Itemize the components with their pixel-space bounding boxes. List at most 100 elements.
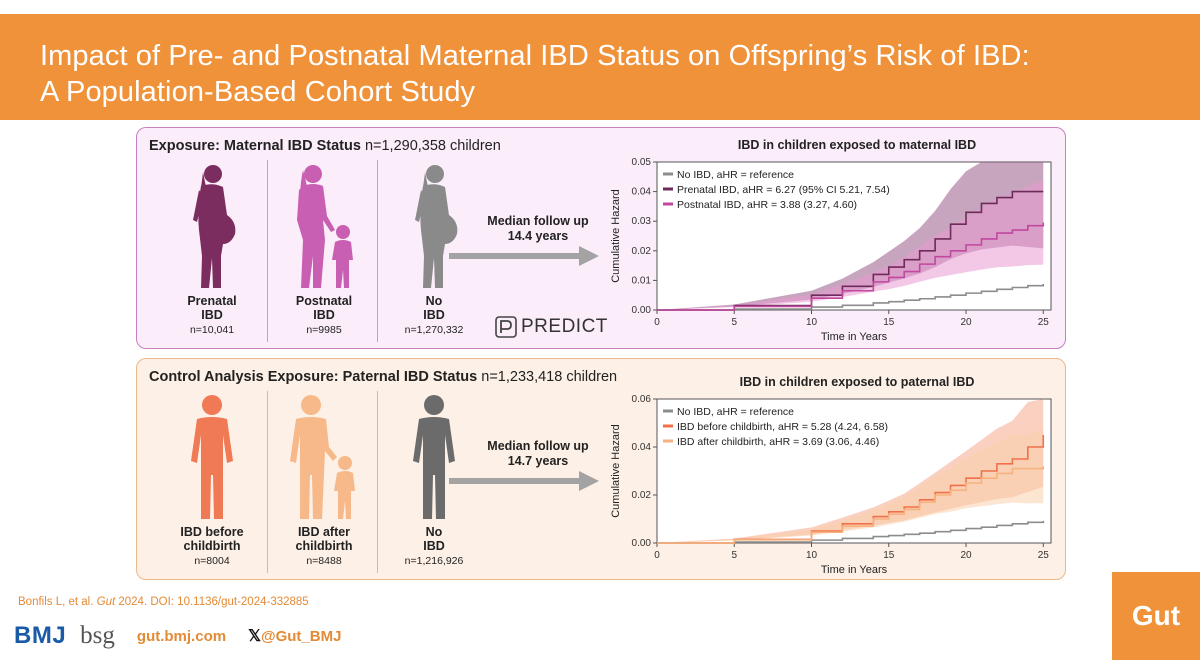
divider xyxy=(377,160,378,342)
prenatal-label-1: Prenatal xyxy=(187,294,237,308)
series-0-line xyxy=(657,283,1045,311)
y-tick-label: 0.02 xyxy=(632,246,652,257)
predict-logo-text: PREDICT xyxy=(521,316,608,337)
series-1-line xyxy=(657,190,1044,311)
no-ibd-p-label-1: No xyxy=(425,525,443,539)
prenatal-count: n=10,041 xyxy=(189,324,235,336)
citation-doi: 2024. DOI: 10.1136/gut-2024-332885 xyxy=(115,596,309,608)
postnatal-label-1: Postnatal xyxy=(295,294,353,308)
divider xyxy=(267,391,268,573)
no-ibd-label-2: IBD xyxy=(423,308,445,322)
bsg-logo: bsg xyxy=(80,622,115,649)
y-tick-label: 0.04 xyxy=(632,187,652,198)
y-tick-label: 0.05 xyxy=(632,157,652,168)
divider xyxy=(377,391,378,573)
gut-logo-text: Gut xyxy=(1131,600,1181,631)
citation-journal: Gut xyxy=(96,596,116,608)
maternal-exposure-label: Exposure: Maternal IBD Status xyxy=(149,138,361,154)
y-tick-label: 0.00 xyxy=(632,305,652,316)
no-ibd-paternal-group: No IBD n=1,216,926 xyxy=(379,391,489,576)
no-ibd-count: n=1,270,332 xyxy=(404,324,464,336)
website-link[interactable]: gut.bmj.com xyxy=(136,627,227,645)
ibd-after-childbirth-group: IBD after childbirth n=8488 xyxy=(269,391,379,576)
y-tick-label: 0.01 xyxy=(632,275,652,286)
legend-entry: No IBD, aHR = reference xyxy=(677,169,794,181)
bmj-logo: BMJ xyxy=(14,622,67,649)
maternal-exposure-title: Exposure: Maternal IBD Status n=1,290,35… xyxy=(149,138,501,154)
prenatal-label-2: IBD xyxy=(201,308,223,322)
y-tick-label: 0.06 xyxy=(632,394,652,405)
postnatal-ibd-group: Postnatal IBD n=9985 xyxy=(269,160,379,345)
x-tick-label: 20 xyxy=(960,317,972,328)
y-tick-label: 0.04 xyxy=(632,442,652,453)
father-child-icon xyxy=(290,395,355,519)
legend-entry: Postnatal IBD, aHR = 3.88 (3.27, 4.60) xyxy=(677,199,857,211)
after-label-1: IBD after xyxy=(297,525,351,539)
y-tick-label: 0.02 xyxy=(632,490,652,501)
legend-entry: Prenatal IBD, aHR = 6.27 (95% CI 5.21, 7… xyxy=(677,184,890,196)
x-tick-label: 0 xyxy=(654,317,660,328)
x-handle[interactable]: 𝕏@Gut_BMJ xyxy=(248,626,341,646)
y-tick-label: 0.03 xyxy=(632,216,652,227)
legend-entry: No IBD, aHR = reference xyxy=(677,406,794,418)
x-tick-label: 15 xyxy=(883,317,895,328)
x-tick-label: 20 xyxy=(960,550,972,561)
pregnant-woman-grey-icon xyxy=(415,165,458,288)
man-grey-icon xyxy=(413,395,455,519)
maternal-hazard-chart: 0.00 0.01 0.02 0.03 0.04 0.05 0 5 10 15 20 25 Time i… xyxy=(610,157,1052,343)
arrow-right-icon xyxy=(449,471,599,491)
postnatal-count: n=9985 xyxy=(306,324,342,336)
man-icon xyxy=(191,395,233,519)
y-tick-label: 0.00 xyxy=(632,538,652,549)
x-tick-label: 25 xyxy=(1038,550,1050,561)
no-ibd-maternal-group: No IBD n=1,270,332 xyxy=(379,160,489,345)
prenatal-ibd-group: Prenatal IBD n=10,041 xyxy=(157,160,267,345)
no-ibd-p-label-2: IBD xyxy=(423,539,445,553)
x-tick-label: 25 xyxy=(1038,317,1050,328)
y-axis-label: Cumulative Hazard xyxy=(610,424,622,518)
title-line-2: A Population-Based Cohort Study xyxy=(40,76,476,108)
x-tick-label: 15 xyxy=(883,550,895,561)
gut-logo: Gut xyxy=(1112,572,1200,660)
after-label-2: childbirth xyxy=(295,539,353,553)
after-count: n=8488 xyxy=(306,555,342,567)
paternal-exposure-n: n=1,233,418 children xyxy=(481,369,618,385)
maternal-panel: Exposure: Maternal IBD Status n=1,290,35… xyxy=(136,127,1066,349)
paternal-exposure-label: Control Analysis Exposure: Paternal IBD … xyxy=(149,369,478,385)
x-tick-label: 10 xyxy=(806,550,818,561)
maternal-follow-up: Median follow up 14.4 years xyxy=(487,214,589,243)
ibd-before-childbirth-group: IBD before childbirth n=8004 xyxy=(157,391,267,576)
x-tick-label: 10 xyxy=(806,317,818,328)
maternal-exposure-n: n=1,290,358 children xyxy=(364,138,501,154)
mother-child-icon xyxy=(297,165,353,288)
divider xyxy=(267,160,268,342)
x-logo-icon: 𝕏 xyxy=(248,628,261,645)
paternal-exposure-title: Control Analysis Exposure: Paternal IBD … xyxy=(149,369,617,385)
legend-entry: IBD after childbirth, aHR = 3.69 (3.06, … xyxy=(677,436,879,448)
title-line-1: Impact of Pre- and Postnatal Maternal IB… xyxy=(40,40,1030,72)
before-label-1: IBD before xyxy=(180,525,244,539)
footer-logos: BMJ bsg gut.bmj.com 𝕏@Gut_BMJ xyxy=(14,622,341,650)
x-tick-label: 5 xyxy=(731,317,737,328)
x-handle-text: @Gut_BMJ xyxy=(260,628,342,645)
citation: Bonfils L, et al. Gut 2024. DOI: 10.1136… xyxy=(18,596,309,608)
paternal-panel: Control Analysis Exposure: Paternal IBD … xyxy=(136,358,1066,580)
pregnant-woman-icon xyxy=(193,165,236,288)
paternal-follow-up: Median follow up 14.7 years xyxy=(487,439,589,468)
paternal-chart-title: IBD in children exposed to paternal IBD xyxy=(739,375,975,389)
before-label-2: childbirth xyxy=(183,539,241,553)
x-tick-label: 5 xyxy=(731,550,737,561)
series-2-line xyxy=(657,222,1045,311)
series-1-ci-band xyxy=(657,162,1044,310)
series-0-line xyxy=(657,520,1045,544)
x-axis-label: Time in Years xyxy=(821,331,888,343)
x-tick-label: 0 xyxy=(654,550,660,561)
maternal-chart-title: IBD in children exposed to maternal IBD xyxy=(737,138,977,152)
no-ibd-p-count: n=1,216,926 xyxy=(404,555,464,567)
citation-authors: Bonfils L, et al. xyxy=(18,596,97,608)
series-2-line xyxy=(657,466,1045,544)
before-count: n=8004 xyxy=(194,555,230,567)
no-ibd-label-1: No xyxy=(425,294,443,308)
legend-entry: IBD before childbirth, aHR = 5.28 (4.24,… xyxy=(677,421,888,433)
postnatal-label-2: IBD xyxy=(313,308,335,322)
